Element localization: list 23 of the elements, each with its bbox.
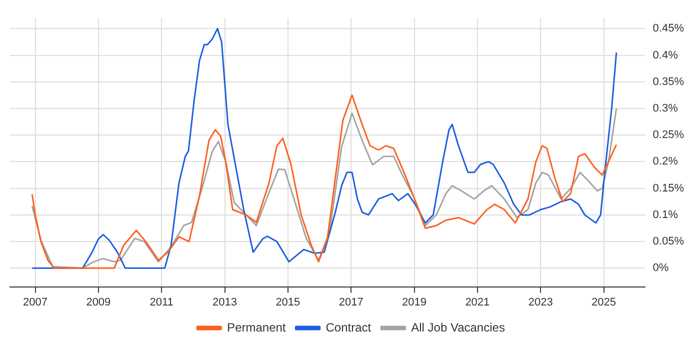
y-tick-label: 0% xyxy=(652,262,669,274)
x-tick-label: 2015 xyxy=(276,296,300,308)
x-tick-label: 2019 xyxy=(402,296,426,308)
y-tick-label: 0.25% xyxy=(652,129,684,142)
legend-label: Contract xyxy=(326,320,372,334)
y-tick-label: 0.3% xyxy=(652,102,678,115)
legend-label: All Job Vacancies xyxy=(411,320,505,334)
y-tick-label: 0.15% xyxy=(652,182,684,194)
x-tick-label: 2021 xyxy=(465,296,490,308)
x-tick-label: 2011 xyxy=(150,296,174,308)
legend-label: Permanent xyxy=(227,320,286,334)
y-tick-label: 0.35% xyxy=(652,76,684,88)
y-tick-label: 0.45% xyxy=(652,22,684,35)
x-tick-label: 2025 xyxy=(592,296,616,308)
y-tick-label: 0.4% xyxy=(652,49,678,62)
y-tick-label: 0.2% xyxy=(652,156,678,168)
y-tick-label: 0.1% xyxy=(652,208,678,221)
y-tick-label: 0.05% xyxy=(652,236,684,248)
x-tick-label: 2007 xyxy=(23,296,48,308)
x-tick-label: 2023 xyxy=(528,296,553,308)
x-tick-label: 2013 xyxy=(212,296,238,308)
x-tick-label: 2017 xyxy=(338,296,364,308)
x-tick-label: 2009 xyxy=(86,296,111,308)
